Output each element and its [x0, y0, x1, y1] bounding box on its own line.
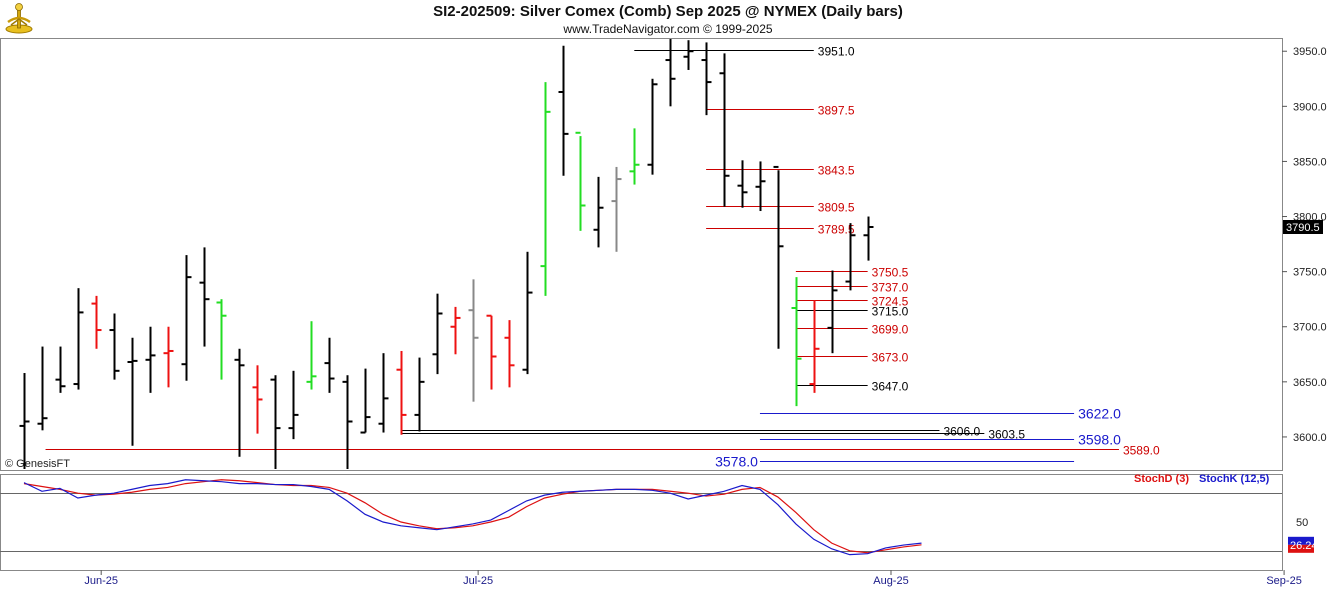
ohlc-bar — [486, 314, 497, 390]
ohlc-bar — [396, 350, 407, 435]
stoch-d-marker — [1288, 544, 1314, 553]
copyright-label: © GenesisFT — [5, 458, 70, 470]
last-price-box — [1283, 220, 1323, 234]
ohlc-bar — [629, 128, 640, 185]
level-label: 3673.0 — [872, 351, 909, 365]
ohlc-bar — [647, 78, 658, 175]
level-label: 3715.0 — [872, 305, 909, 319]
ohlc-bar — [360, 368, 371, 434]
ohlc-bar — [73, 288, 84, 390]
ohlc-bar — [414, 357, 425, 432]
stoch-k-marker — [1288, 536, 1314, 545]
level-label: 3951.0 — [818, 45, 855, 59]
ohlc-bar — [19, 373, 30, 469]
ohlc-bar — [432, 293, 443, 375]
ohlc-bar — [737, 160, 748, 208]
level-label: 3789.5 — [818, 223, 855, 237]
ohlc-bar — [504, 320, 515, 388]
ohlc-bar — [181, 255, 192, 381]
ohlc-bar — [37, 346, 48, 431]
ohlc-bar — [127, 337, 138, 446]
ohlc-bar — [611, 166, 622, 252]
stochastic-panel: 50 StochD (3) StochK (12,5) 26.24 — [0, 473, 1318, 571]
date-axis: Jun-25 Jul-25 Aug-25 Sep-25 — [84, 570, 1302, 587]
level-label: 3699.0 — [872, 323, 909, 337]
ohlc-bar — [342, 375, 353, 469]
price-tick-label: 3900.0 — [1293, 101, 1327, 113]
level-label: 3809.5 — [818, 201, 855, 215]
ohlc-bar — [719, 53, 730, 207]
ohlc-bar — [234, 348, 245, 457]
date-tick-label: Jun-25 — [84, 575, 118, 587]
ohlc-bar — [827, 270, 838, 354]
price-levels: 3951.0 3897.5 3843.5 3809.5 3789.5 3750.53737… — [45, 45, 1160, 470]
ohlc-bar — [755, 161, 766, 212]
date-tick-label: Jul-25 — [463, 575, 493, 587]
ohlc-bar — [575, 131, 586, 231]
stoch-legend-k: StochK (12,5) — [1199, 473, 1270, 485]
level-label: 3843.5 — [818, 164, 855, 178]
date-tick-label: Sep-25 — [1266, 575, 1301, 587]
level-label: 3750.5 — [872, 266, 909, 280]
level-label: 3647.0 — [872, 380, 909, 394]
level-label: 3737.0 — [872, 281, 909, 295]
level-label: 3897.5 — [818, 104, 855, 118]
ohlc-bar — [109, 313, 120, 380]
ohlc-bar — [216, 299, 227, 380]
price-tick-label: 3850.0 — [1293, 156, 1327, 168]
ohlc-bar — [450, 306, 461, 355]
price-tick-label: 3650.0 — [1293, 377, 1327, 389]
ohlc-bar — [55, 346, 66, 393]
stoch-legend-d: StochD (3) — [1134, 473, 1189, 485]
level-label: 3589.0 — [1123, 444, 1160, 458]
ohlc-bar — [593, 176, 604, 248]
level-label: 3603.5 — [988, 428, 1025, 442]
ohlc-bar — [791, 277, 802, 407]
ohlc-bar — [522, 251, 533, 375]
price-tick-label: 3600.0 — [1293, 432, 1327, 444]
ohlc-bar — [324, 337, 335, 393]
ohlc-bar — [252, 365, 263, 434]
ohlc-bar — [199, 247, 210, 347]
level-label: 3598.0 — [1078, 432, 1121, 448]
last-price-label: 3790.5 — [1286, 222, 1320, 234]
ohlc-bar — [306, 321, 317, 390]
stoch-series-line — [23, 479, 922, 556]
level-label: 3578.0 — [715, 454, 758, 470]
stoch-tick-label: 50 — [1296, 517, 1308, 529]
level-label: 3606.0 — [943, 425, 980, 439]
price-tick-label: 3750.0 — [1293, 267, 1327, 279]
ohlc-bar — [683, 40, 694, 70]
stoch-last-value: 26.24 — [1290, 540, 1318, 552]
ohlc-bar — [91, 295, 102, 349]
ohlc-bar — [163, 326, 174, 388]
ohlc-bar — [288, 370, 299, 440]
ohlc-bar — [540, 82, 551, 296]
ohlc-bar — [270, 375, 281, 469]
chart-subtitle: www.TradeNavigator.com © 1999-2025 — [563, 22, 773, 36]
price-tick-label: 3950.0 — [1293, 46, 1327, 58]
ohlc-bar — [701, 42, 712, 116]
ohlc-bar — [809, 300, 820, 393]
ohlc-bar — [773, 165, 784, 349]
ohlc-bar — [145, 326, 156, 393]
ohlc-bar — [845, 223, 856, 291]
price-axis: 3950.03900.03850.03800.03750.03700.03650… — [1282, 38, 1327, 470]
chart-title: SI2-202509: Silver Comex (Comb) Sep 2025… — [433, 3, 903, 20]
level-label: 3622.0 — [1078, 406, 1121, 422]
ohlc-bar — [378, 353, 389, 433]
ohlc-bar — [468, 279, 479, 402]
price-tick-label: 3700.0 — [1293, 322, 1327, 334]
date-tick-label: Aug-25 — [873, 575, 908, 587]
trade-navigator-logo-icon[interactable] — [4, 2, 34, 34]
ohlc-bar — [665, 39, 676, 107]
ohlc-bar — [863, 216, 874, 261]
ohlc-bars — [19, 39, 874, 469]
level-label: 3724.5 — [872, 295, 909, 309]
stoch-series-line — [23, 479, 922, 554]
ohlc-bar — [558, 45, 569, 176]
